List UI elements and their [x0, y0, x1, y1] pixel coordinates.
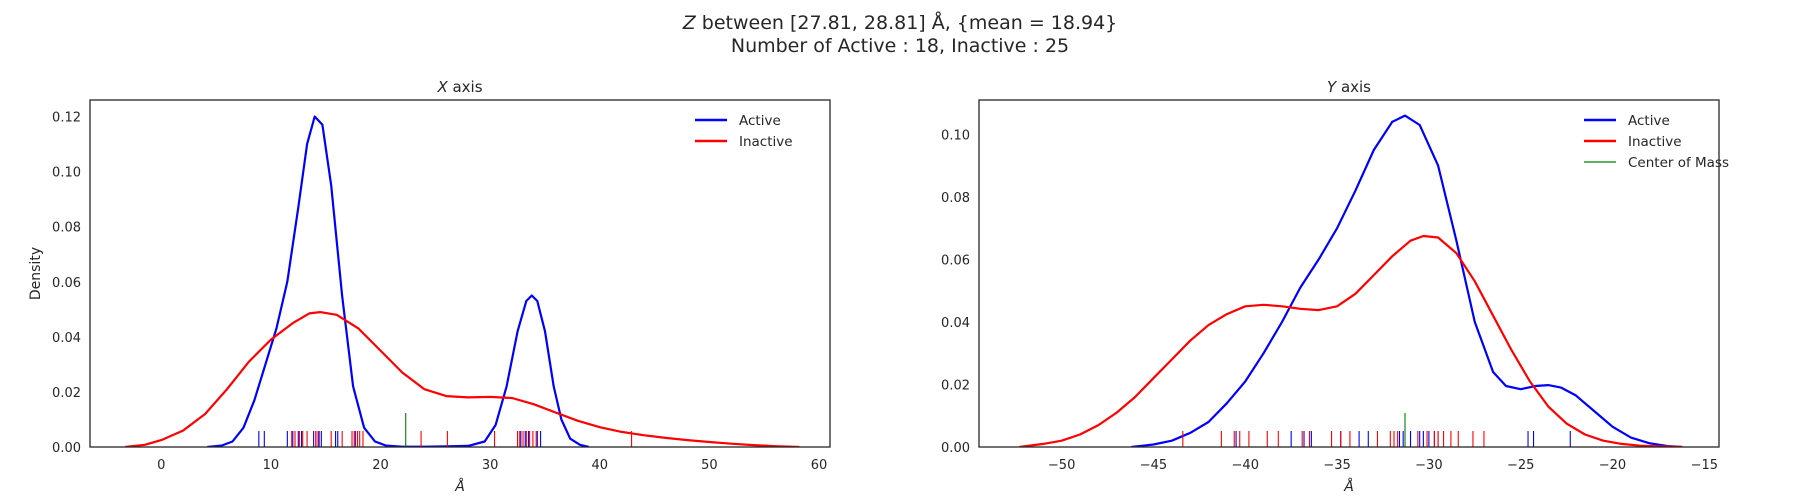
- x-tick-label: 0: [157, 458, 165, 473]
- panel-title-variable: Y: [1327, 78, 1338, 96]
- x-tick-label: 60: [811, 458, 828, 473]
- x-axis-density-panel: X axis 0 10 20 30 40 50 60 0.00 0.02 0.04 0.06 0.08 0…: [28, 78, 831, 495]
- panel-title-text: axis: [1336, 78, 1371, 96]
- panel-title: Y axis: [1327, 78, 1371, 96]
- x-tick-label: −30: [1415, 458, 1442, 473]
- inactive-density-line: [124, 311, 800, 447]
- x-tick-label: 20: [372, 458, 389, 473]
- legend: Active Inactive Center of Mass: [1584, 113, 1729, 171]
- inactive-legend-label: Inactive: [1628, 134, 1682, 150]
- figure-title-variable: Z: [682, 12, 696, 34]
- panel-title: X axis: [436, 78, 482, 96]
- y-tick-label: 0.00: [52, 441, 81, 456]
- panel-title-variable: X: [436, 78, 448, 96]
- figure-title-line-1: Z between [27.81, 28.81] Å, {mean = 18.9…: [0, 12, 1800, 35]
- y-tick-label: 0.08: [941, 191, 970, 206]
- y-tick-label: 0.10: [52, 166, 81, 181]
- y-tick-label: 0.02: [52, 386, 81, 401]
- x-tick-label: −15: [1691, 458, 1718, 473]
- y-tick-label: 0.06: [52, 276, 81, 291]
- center-legend-label: Center of Mass: [1628, 155, 1729, 171]
- active-density-line: [207, 115, 590, 447]
- y-axis-label: Density: [28, 247, 44, 300]
- y-tick-label: 0.02: [941, 378, 970, 393]
- active-legend-label: Active: [739, 113, 781, 129]
- x-axis-label: Å: [454, 478, 465, 495]
- figure-title-range: between [27.81, 28.81] Å, {mean = 18.94}: [695, 12, 1118, 34]
- x-tick-label: −35: [1323, 458, 1350, 473]
- legend: Active Inactive: [695, 113, 793, 150]
- active-density-line: [1131, 114, 1683, 447]
- figure-title: Z between [27.81, 28.81] Å, {mean = 18.9…: [0, 12, 1800, 58]
- figure-title-line-2: Number of Active : 18, Inactive : 25: [730, 35, 1070, 57]
- inactive-legend-label: Inactive: [739, 134, 793, 150]
- axes-frame: [978, 99, 1720, 448]
- active-legend-label: Active: [1628, 113, 1670, 129]
- panel-title-text: axis: [448, 78, 483, 96]
- x-tick-label: 40: [592, 458, 609, 473]
- y-tick-label: 0.00: [941, 441, 970, 456]
- x-tick-label: −20: [1599, 458, 1626, 473]
- y-tick-label: 0.10: [941, 128, 970, 143]
- y-tick-label: 0.04: [52, 331, 81, 346]
- x-tick-label: 50: [701, 458, 718, 473]
- y-axis-density-panel: Y axis −50 −45 −40 −35 −30 −25 −20 −15 0.00 0.02 0.…: [941, 78, 1729, 495]
- x-tick-label: −40: [1232, 458, 1259, 473]
- x-tick-label: 30: [482, 458, 499, 473]
- x-tick-label: −25: [1507, 458, 1534, 473]
- x-axis-label: Å: [1343, 478, 1354, 495]
- x-tick-label: −45: [1140, 458, 1167, 473]
- x-tick-label: −50: [1048, 458, 1075, 473]
- y-tick-label: 0.12: [52, 111, 81, 126]
- plot-area: [1019, 114, 1683, 447]
- axes-frame: [89, 99, 831, 448]
- y-tick-label: 0.04: [941, 316, 970, 331]
- y-tick-label: 0.06: [941, 253, 970, 268]
- inactive-density-line: [1019, 234, 1683, 447]
- y-tick-label: 0.08: [52, 221, 81, 236]
- x-tick-label: 10: [263, 458, 280, 473]
- plot-area: [124, 115, 800, 447]
